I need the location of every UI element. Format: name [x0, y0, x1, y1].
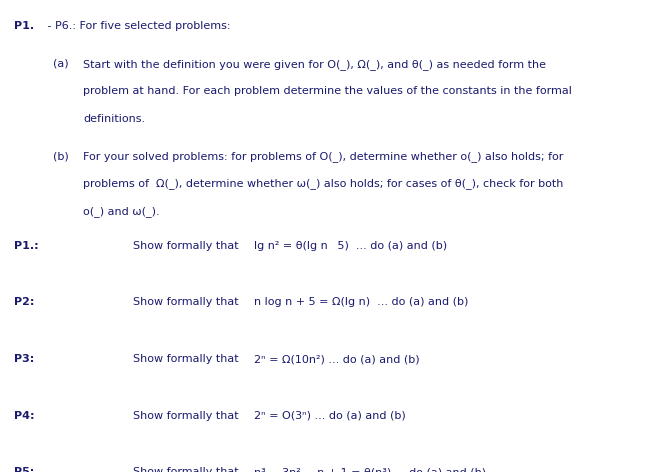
Text: Show formally that: Show formally that	[133, 297, 239, 307]
Text: lg n² = θ(lg n   5)  ... do (a) and (b): lg n² = θ(lg n 5) ... do (a) and (b)	[254, 241, 447, 251]
Text: problem at hand. For each problem determine the values of the constants in the f: problem at hand. For each problem determ…	[83, 86, 572, 96]
Text: (a): (a)	[53, 59, 69, 69]
Text: Show formally that: Show formally that	[133, 467, 239, 472]
Text: n³ − 3n² − n + 1 = θ(n³) ... do (a) and (b): n³ − 3n² − n + 1 = θ(n³) ... do (a) and …	[254, 467, 486, 472]
Text: 2ⁿ = Ω(10n²) ... do (a) and (b): 2ⁿ = Ω(10n²) ... do (a) and (b)	[254, 354, 419, 364]
Text: Show formally that: Show formally that	[133, 411, 239, 421]
Text: Show formally that: Show formally that	[133, 241, 239, 251]
Text: P2:: P2:	[14, 297, 35, 307]
Text: n log n + 5 = Ω(lg n)  ... do (a) and (b): n log n + 5 = Ω(lg n) ... do (a) and (b)	[254, 297, 468, 307]
Text: P1.: P1.	[14, 21, 35, 31]
Text: P1.:: P1.:	[14, 241, 39, 251]
Text: o(_) and ω(_).: o(_) and ω(_).	[83, 206, 160, 217]
Text: For your solved problems: for problems of O(_), determine whether o(_) also hold: For your solved problems: for problems o…	[83, 151, 564, 162]
Text: P5:: P5:	[14, 467, 35, 472]
Text: (b): (b)	[53, 151, 69, 161]
Text: 2ⁿ = O(3ⁿ) ... do (a) and (b): 2ⁿ = O(3ⁿ) ... do (a) and (b)	[254, 411, 406, 421]
Text: problems of  Ω(_), determine whether ω(_) also holds; for cases of θ(_), check f: problems of Ω(_), determine whether ω(_)…	[83, 178, 564, 189]
Text: Show formally that: Show formally that	[133, 354, 239, 364]
Text: Start with the definition you were given for O(_), Ω(_), and θ(_) as needed form: Start with the definition you were given…	[83, 59, 546, 70]
Text: P3:: P3:	[14, 354, 35, 364]
Text: P4:: P4:	[14, 411, 35, 421]
Text: - P6.: For five selected problems:: - P6.: For five selected problems:	[44, 21, 230, 31]
Text: definitions.: definitions.	[83, 114, 145, 124]
